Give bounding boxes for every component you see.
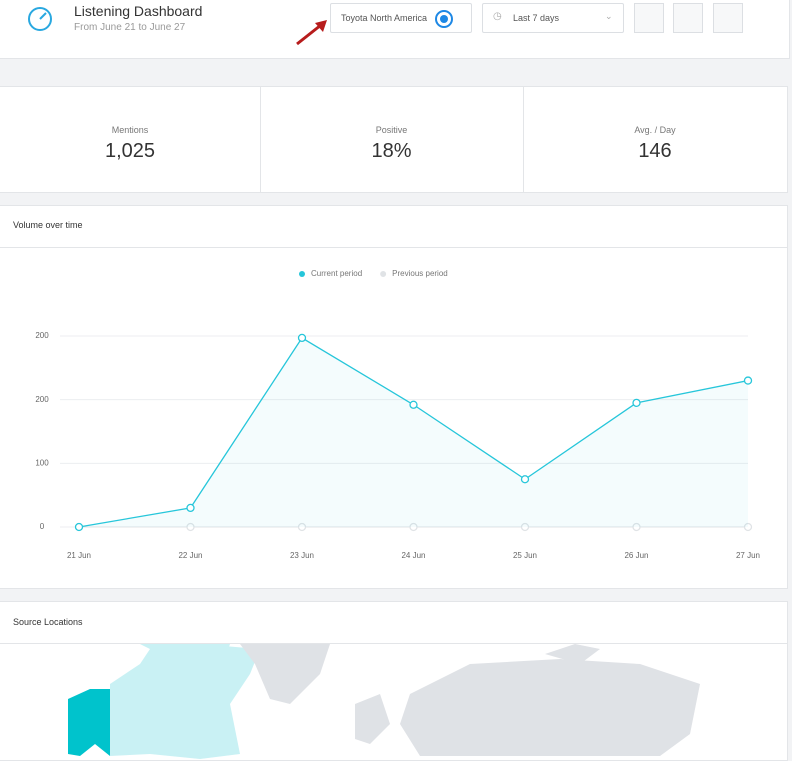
y-tick-label: 200 <box>35 395 49 404</box>
data-point <box>743 522 753 532</box>
account-select[interactable]: Toyota North America <box>330 3 472 33</box>
chart-title: Volume over time <box>13 220 83 230</box>
legend-swatch <box>299 271 305 277</box>
stat-value: 1,025 <box>104 140 156 162</box>
data-point <box>297 522 307 532</box>
legend-label: Current period <box>311 269 362 278</box>
data-point <box>186 503 195 513</box>
x-tick-label: 23 Jun <box>290 551 314 560</box>
data-point <box>297 333 307 343</box>
x-tick-label: 22 Jun <box>178 551 202 560</box>
x-tick-label: 27 Jun <box>736 551 760 560</box>
world-map <box>68 644 700 759</box>
data-point <box>743 376 753 385</box>
button-download[interactable] <box>713 3 743 33</box>
data-point <box>520 522 530 532</box>
data-point <box>520 475 530 484</box>
chevron: ⌄ <box>605 11 613 21</box>
stat-label: Avg. / Day <box>634 125 676 135</box>
red-arrow <box>296 20 327 46</box>
dashboard-subtitle: From June 21 to June 27 <box>74 22 186 33</box>
legend-swatch <box>380 271 387 277</box>
clock-icon: ◷ <box>493 11 502 22</box>
data-point <box>632 398 641 408</box>
stat-value: 146 <box>638 140 672 162</box>
area <box>79 337 748 527</box>
x-tick-label: 26 Jun <box>624 551 648 560</box>
stat-label: Mentions <box>111 125 149 135</box>
dashboard-title: Listening Dashboard <box>74 3 203 19</box>
cursor-marker <box>435 10 453 28</box>
stat-label: Positive <box>375 125 408 135</box>
y-tick-label: 100 <box>35 458 49 467</box>
header-bar: Listening Dashboard From June 21 to June… <box>0 0 790 59</box>
y-tick-label: 0 <box>40 522 45 531</box>
stat-value: 18% <box>371 140 412 162</box>
data-point <box>186 522 195 532</box>
data-point <box>409 400 418 409</box>
map-card: Source Locations <box>0 601 788 761</box>
data-point <box>409 522 418 532</box>
button-pdf[interactable] <box>673 3 703 33</box>
map-title: Source Locations <box>13 617 83 627</box>
line-chart: 0 100 200 200 21 Jun 22 Jun 23 Jun 24 Jun 25 Jun… <box>35 269 760 560</box>
legend-label: Previous period <box>392 269 448 278</box>
data-point <box>74 522 84 532</box>
dashboard-icon <box>28 7 52 31</box>
account-name: Toyota North America <box>341 13 428 23</box>
x-tick-label: 24 Jun <box>401 551 425 560</box>
chart-card: Volume over time <box>0 205 788 589</box>
range-select[interactable]: Last 7 days ◷ ⌄ <box>482 3 624 33</box>
x-tick-label: 25 Jun <box>513 551 537 560</box>
range-label: Last 7 days <box>513 13 560 23</box>
y-tick-label: 200 <box>35 331 49 340</box>
x-tick-label: 21 Jun <box>67 551 91 560</box>
stats-card: Mentions 1,025 Positive 18% Avg. / Day 1… <box>0 86 788 193</box>
button-image[interactable] <box>634 3 664 33</box>
data-point <box>632 522 641 532</box>
